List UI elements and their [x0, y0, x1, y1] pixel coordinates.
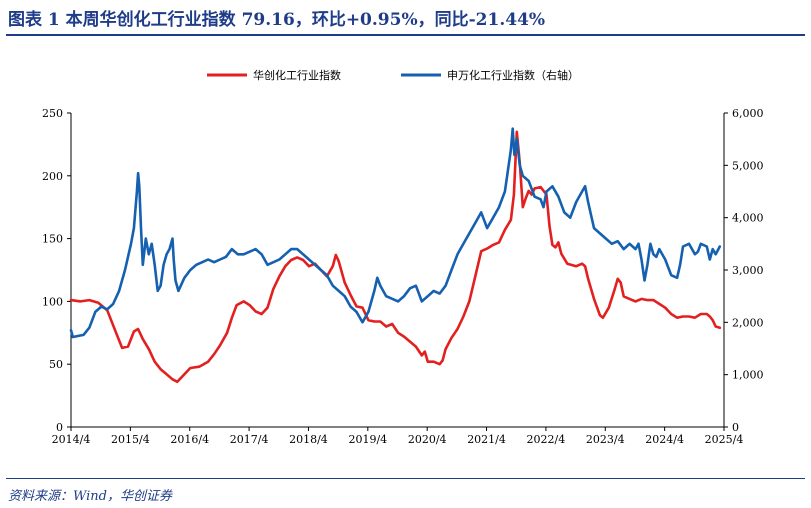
right-tick-label: 2,000 — [732, 316, 764, 329]
right-tick-label: 5,000 — [732, 159, 764, 172]
source-note: 资料来源：Wind，华创证券 — [8, 489, 172, 504]
left-tick-label: 100 — [42, 295, 63, 308]
left-tick-label: 200 — [42, 170, 63, 183]
x-tick-label: 2024/4 — [645, 433, 684, 446]
x-tick-label: 2022/4 — [527, 433, 566, 446]
x-tick-label: 2014/4 — [52, 433, 91, 446]
chart-svg: 0 50 100 150 200 250 0 1,000 2,000 3,000 4,000 5,00… — [42, 68, 764, 446]
x-tick-label: 2016/4 — [170, 433, 209, 446]
right-tick-label: 1,000 — [732, 369, 764, 382]
source-divider — [6, 478, 805, 479]
left-tick-label: 250 — [42, 107, 63, 120]
left-tick-label: 50 — [49, 358, 63, 371]
x-tick-label: 2017/4 — [230, 433, 269, 446]
right-tick-label: 6,000 — [732, 107, 764, 120]
x-tick-label: 2025/4 — [705, 433, 744, 446]
right-tick-label: 0 — [732, 421, 739, 434]
right-tick-label: 4,000 — [732, 212, 764, 225]
series-line-huachuang — [69, 130, 722, 384]
x-tick-label: 2015/4 — [111, 433, 150, 446]
x-tick-label: 2021/4 — [467, 433, 506, 446]
line-chart: 0 50 100 150 200 250 0 1,000 2,000 3,000 4,000 5,00… — [0, 40, 811, 470]
figure-header: 图表 1 本周华创化工行业指数 79.16，环比+0.95%，同比-21.44% — [0, 0, 811, 36]
left-tick-label: 0 — [56, 421, 63, 434]
x-tick-label: 2020/4 — [408, 433, 447, 446]
figure-title: 图表 1 本周华创化工行业指数 79.16，环比+0.95%，同比-21.44% — [8, 10, 546, 30]
left-tick-label: 150 — [42, 233, 63, 246]
legend-label-shenwan: 申万化工行业指数（右轴） — [447, 68, 579, 82]
x-tick-label: 2018/4 — [289, 433, 328, 446]
right-tick-label: 3,000 — [732, 264, 764, 277]
series-line-shenwan — [69, 127, 722, 339]
x-tick-label: 2019/4 — [348, 433, 387, 446]
legend-label-huachuang: 华创化工行业指数 — [253, 68, 341, 82]
title-underline — [6, 34, 805, 36]
x-tick-label: 2023/4 — [586, 433, 625, 446]
